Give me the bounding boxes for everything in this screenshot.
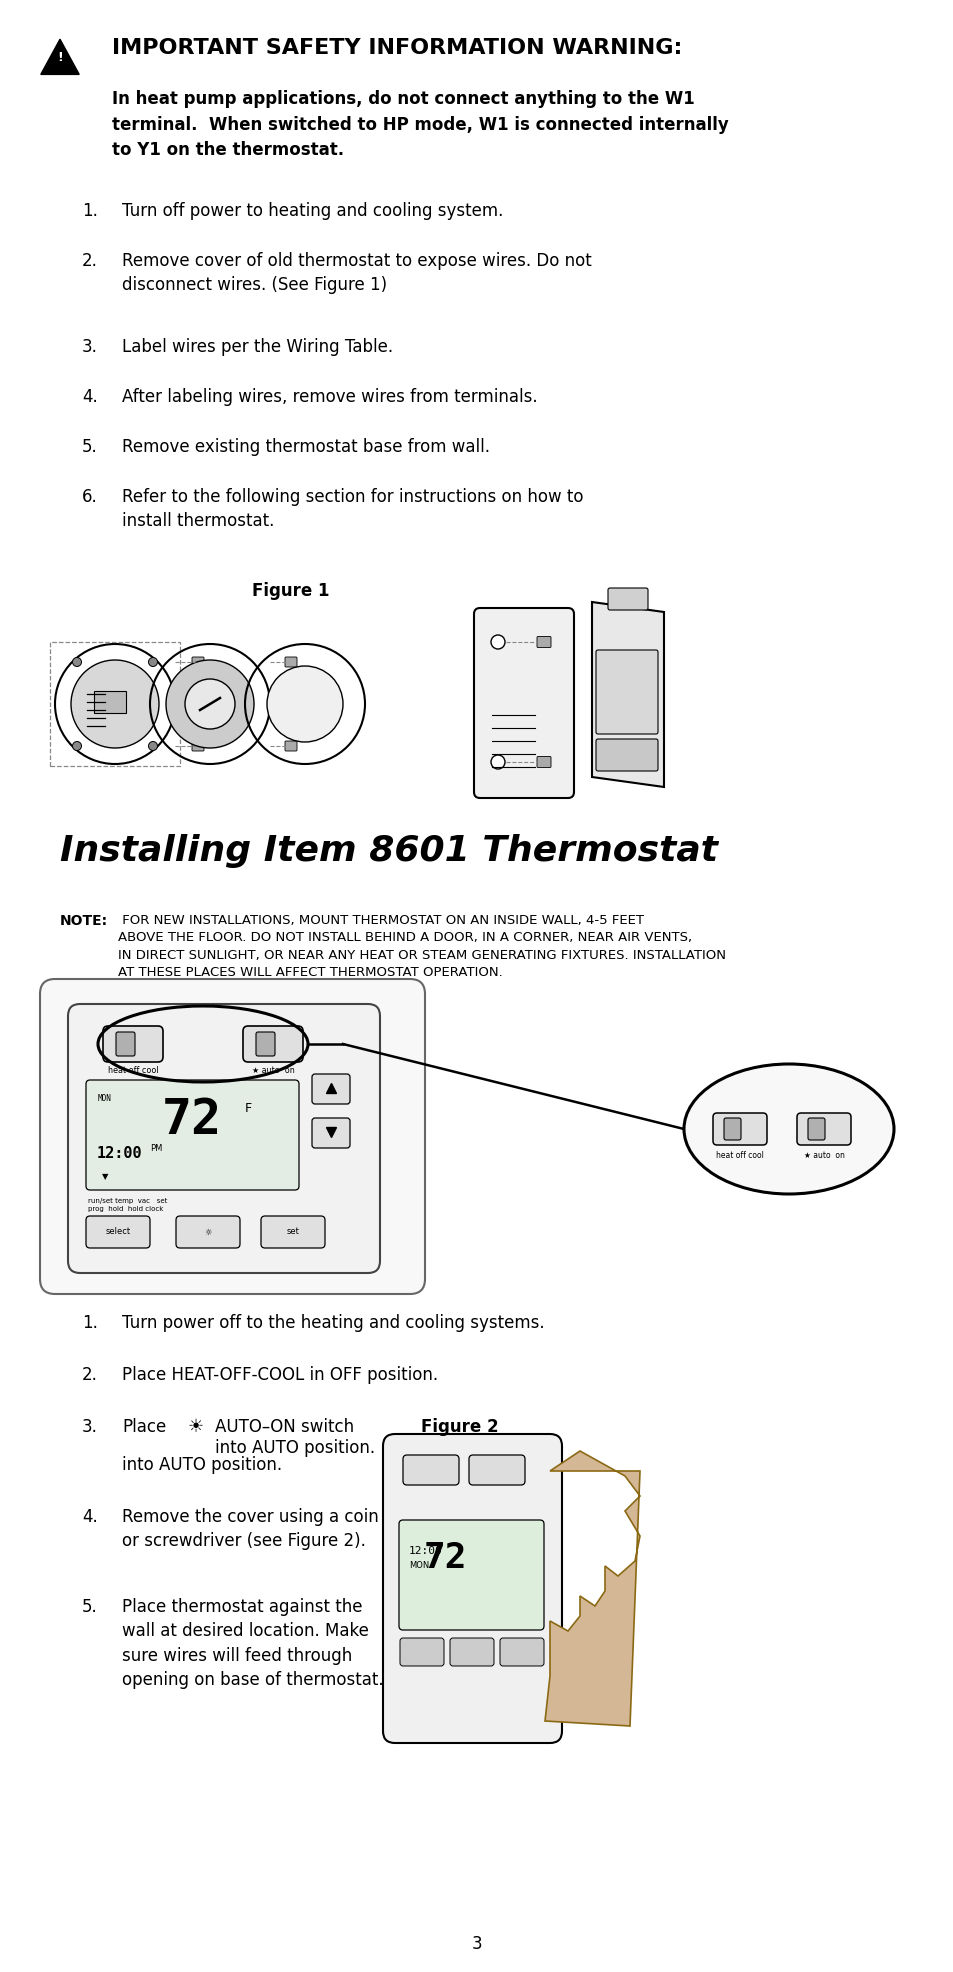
FancyBboxPatch shape xyxy=(474,607,574,799)
Text: Remove cover of old thermostat to expose wires. Do not
disconnect wires. (See Fi: Remove cover of old thermostat to expose… xyxy=(122,252,591,294)
FancyBboxPatch shape xyxy=(398,1520,543,1631)
Text: FOR NEW INSTALLATIONS, MOUNT THERMOSTAT ON AN INSIDE WALL, 4-5 FEET
ABOVE THE FL: FOR NEW INSTALLATIONS, MOUNT THERMOSTAT … xyxy=(118,913,725,980)
Text: 5.: 5. xyxy=(82,1597,97,1615)
Text: select: select xyxy=(106,1227,131,1236)
Text: heat off cool: heat off cool xyxy=(716,1152,763,1160)
FancyBboxPatch shape xyxy=(243,1025,303,1063)
Text: After labeling wires, remove wires from terminals.: After labeling wires, remove wires from … xyxy=(122,388,537,406)
Text: Turn power off to the heating and cooling systems.: Turn power off to the heating and coolin… xyxy=(122,1313,544,1331)
Text: Installing Item 8601 Thermostat: Installing Item 8601 Thermostat xyxy=(60,834,718,868)
Text: In heat pump applications, do not connect anything to the W1
terminal.  When swi: In heat pump applications, do not connec… xyxy=(112,91,728,160)
FancyBboxPatch shape xyxy=(255,1031,274,1055)
Text: Figure 1: Figure 1 xyxy=(252,582,330,599)
FancyBboxPatch shape xyxy=(382,1434,561,1743)
Text: heat off cool: heat off cool xyxy=(108,1067,158,1075)
FancyBboxPatch shape xyxy=(607,588,647,609)
Text: ★ auto  on: ★ auto on xyxy=(252,1067,294,1075)
FancyBboxPatch shape xyxy=(86,1081,298,1189)
Circle shape xyxy=(185,678,234,730)
FancyBboxPatch shape xyxy=(312,1118,350,1148)
FancyBboxPatch shape xyxy=(537,757,551,767)
Text: Figure 2: Figure 2 xyxy=(420,1418,498,1436)
FancyBboxPatch shape xyxy=(596,651,658,734)
Text: 72: 72 xyxy=(423,1540,466,1576)
Text: into AUTO position.: into AUTO position. xyxy=(122,1455,282,1473)
Text: Refer to the following section for instructions on how to
install thermostat.: Refer to the following section for instr… xyxy=(122,487,583,530)
FancyBboxPatch shape xyxy=(285,657,296,667)
FancyBboxPatch shape xyxy=(499,1639,543,1666)
Text: 72: 72 xyxy=(162,1096,222,1144)
Text: 1.: 1. xyxy=(82,1313,98,1331)
FancyBboxPatch shape xyxy=(103,1025,163,1063)
Text: 1.: 1. xyxy=(82,201,98,221)
Circle shape xyxy=(491,755,504,769)
Text: 12:00: 12:00 xyxy=(97,1146,143,1162)
FancyBboxPatch shape xyxy=(712,1112,766,1146)
Text: 2.: 2. xyxy=(82,252,98,270)
FancyBboxPatch shape xyxy=(261,1217,325,1248)
FancyBboxPatch shape xyxy=(40,978,424,1294)
FancyBboxPatch shape xyxy=(116,1031,135,1055)
Text: Label wires per the Wiring Table.: Label wires per the Wiring Table. xyxy=(122,337,393,357)
Circle shape xyxy=(491,635,504,649)
Text: Remove existing thermostat base from wall.: Remove existing thermostat base from wal… xyxy=(122,438,490,456)
FancyBboxPatch shape xyxy=(175,1217,240,1248)
Text: 3: 3 xyxy=(471,1935,482,1952)
Text: Place: Place xyxy=(122,1418,166,1436)
Text: ★ auto  on: ★ auto on xyxy=(802,1152,843,1160)
Text: ▼: ▼ xyxy=(102,1171,109,1181)
FancyBboxPatch shape xyxy=(94,690,126,714)
Text: IMPORTANT SAFETY INFORMATION WARNING:: IMPORTANT SAFETY INFORMATION WARNING: xyxy=(112,37,681,57)
Text: PM: PM xyxy=(150,1144,162,1154)
Circle shape xyxy=(71,661,159,747)
Text: MON: MON xyxy=(409,1562,429,1570)
Polygon shape xyxy=(41,39,79,75)
FancyBboxPatch shape xyxy=(68,1004,379,1274)
FancyBboxPatch shape xyxy=(537,637,551,647)
Text: Turn off power to heating and cooling system.: Turn off power to heating and cooling sy… xyxy=(122,201,503,221)
Polygon shape xyxy=(592,601,663,787)
FancyBboxPatch shape xyxy=(86,1217,150,1248)
Text: ☼: ☼ xyxy=(204,1227,212,1236)
Circle shape xyxy=(72,657,81,667)
FancyBboxPatch shape xyxy=(192,741,204,751)
Circle shape xyxy=(149,741,157,751)
Text: 4.: 4. xyxy=(82,1509,97,1526)
Circle shape xyxy=(166,661,253,747)
FancyBboxPatch shape xyxy=(312,1075,350,1104)
Text: F: F xyxy=(245,1102,252,1114)
Circle shape xyxy=(267,667,343,741)
Text: run/set temp  vac   set
prog  hold  hold clock: run/set temp vac set prog hold hold cloc… xyxy=(88,1199,167,1213)
FancyBboxPatch shape xyxy=(469,1455,524,1485)
Text: 6.: 6. xyxy=(82,487,97,507)
FancyBboxPatch shape xyxy=(402,1455,458,1485)
Text: Remove the cover using a coin
or screwdriver (see Figure 2).: Remove the cover using a coin or screwdr… xyxy=(122,1509,378,1550)
Text: Place HEAT-OFF-COOL in OFF position.: Place HEAT-OFF-COOL in OFF position. xyxy=(122,1367,437,1384)
Text: 2.: 2. xyxy=(82,1367,98,1384)
FancyBboxPatch shape xyxy=(285,741,296,751)
Text: Place thermostat against the
wall at desired location. Make
sure wires will feed: Place thermostat against the wall at des… xyxy=(122,1597,383,1688)
Text: 3.: 3. xyxy=(82,337,98,357)
FancyBboxPatch shape xyxy=(596,740,658,771)
Text: !: ! xyxy=(57,51,63,65)
Text: AUTO–ON switch
into AUTO position.: AUTO–ON switch into AUTO position. xyxy=(214,1418,375,1457)
Text: NOTE:: NOTE: xyxy=(60,913,108,929)
Text: 12:00: 12:00 xyxy=(409,1546,442,1556)
Ellipse shape xyxy=(683,1065,893,1193)
FancyBboxPatch shape xyxy=(723,1118,740,1140)
Text: 4.: 4. xyxy=(82,388,97,406)
Text: set: set xyxy=(286,1227,299,1236)
FancyBboxPatch shape xyxy=(807,1118,824,1140)
Text: 5.: 5. xyxy=(82,438,97,456)
FancyBboxPatch shape xyxy=(796,1112,850,1146)
Text: ☀: ☀ xyxy=(188,1418,204,1436)
Text: 3.: 3. xyxy=(82,1418,98,1436)
FancyBboxPatch shape xyxy=(399,1639,443,1666)
FancyBboxPatch shape xyxy=(450,1639,494,1666)
FancyBboxPatch shape xyxy=(192,657,204,667)
Circle shape xyxy=(72,741,81,751)
Polygon shape xyxy=(544,1451,639,1726)
Circle shape xyxy=(149,657,157,667)
Text: MON: MON xyxy=(98,1094,112,1102)
